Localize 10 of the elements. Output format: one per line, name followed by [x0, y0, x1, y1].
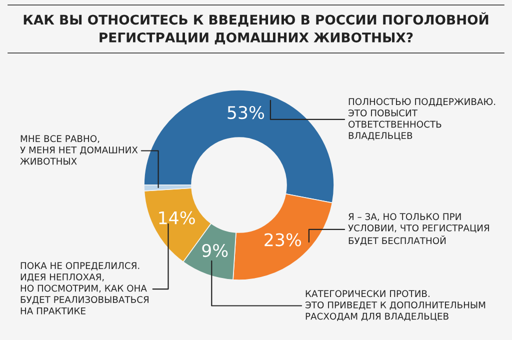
- slice-label: КАТЕГОРИЧЕСКИ ПРОТИВ. ЭТО ПРИВЕДЕТ К ДОПОЛНИТЕЛЬНЫМ РАСХОДАМ ДЛЯ ВЛАДЕЛЬЦЕВ: [305, 290, 486, 322]
- slice-label: ПОКА НЕ ОПРЕДЕЛИЛСЯ. ИДЕЯ НЕПЛОХАЯ, НО ПОСМОТРИМ, КАК ОНА БУДЕТ РЕАЛИЗОВЫВАТЬСЯ НА ПРАКТИКЕ: [20, 262, 148, 314]
- slice-label: ПОЛНОСТЬЮ ПОДДЕРЖИВАЮ. ЭТО ПОВЫСИТ ОТВЕТСТВЕННОСТЬ ВЛАДЕЛЬЦЕВ: [348, 98, 496, 140]
- data-label: 23%: [264, 233, 302, 246]
- data-label: 14%: [159, 211, 195, 224]
- chart-title: КАК ВЫ ОТНОСИТЕСЬ К ВВЕДЕНИЮ В РОССИИ ПОГОЛОВНОЙ РЕГИСТРАЦИИ ДОМАШНИХ ЖИВОТНЫХ?: [24, 12, 488, 44]
- data-label: 53%: [228, 106, 264, 120]
- data-label: 9%: [202, 244, 228, 258]
- slice-label: Я – ЗА, НО ТОЛЬКО ПРИ УСЛОВИИ, ЧТО РЕГИСТРАЦИЯ БУДЕТ БЕСПЛАТНОЙ: [348, 213, 489, 246]
- slice-label: МНЕ ВСЕ РАВНО, У МЕНЯ НЕТ ДОМАШНИХ ЖИВОТНЫХ: [20, 135, 138, 165]
